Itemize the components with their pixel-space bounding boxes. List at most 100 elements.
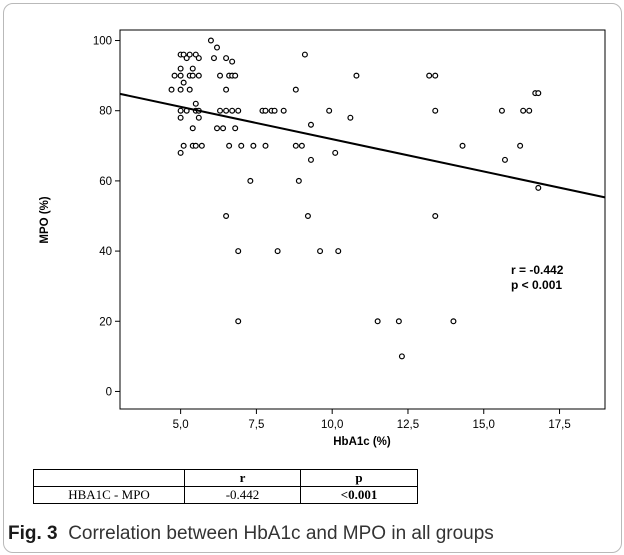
data-point xyxy=(535,184,542,191)
data-point xyxy=(177,65,184,72)
correlation-table: r p HBA1C - MPO -0.442 <0.001 xyxy=(33,469,418,504)
data-point xyxy=(220,125,227,132)
data-point xyxy=(192,142,199,149)
data-point xyxy=(498,107,505,114)
data-point xyxy=(292,142,299,149)
data-point xyxy=(210,55,217,62)
data-point xyxy=(238,142,245,149)
correlation-p-label: p < 0.001 xyxy=(511,278,562,292)
data-point xyxy=(432,212,439,219)
data-point xyxy=(307,121,314,128)
caption-text: Correlation between HbA1c and MPO in all… xyxy=(68,523,494,544)
data-point xyxy=(189,65,196,72)
data-point xyxy=(450,318,457,325)
table-row: HBA1C - MPO -0.442 <0.001 xyxy=(33,486,418,504)
x-tick-label: 15,0 xyxy=(473,419,495,431)
data-point xyxy=(295,177,302,184)
correlation-r-label: r = -0.442 xyxy=(511,263,564,277)
y-axis-title: MPO (%) xyxy=(39,196,51,243)
data-point xyxy=(347,114,354,121)
x-tick-label: 10,0 xyxy=(321,419,343,431)
data-point xyxy=(186,51,193,58)
data-point xyxy=(229,58,236,65)
figure-caption: Fig. 3 Correlation between HbA1c and MPO… xyxy=(8,523,494,545)
data-point xyxy=(250,142,257,149)
data-point xyxy=(223,86,230,93)
y-tick-label: 80 xyxy=(99,106,112,118)
data-point xyxy=(459,142,466,149)
data-point xyxy=(177,107,184,114)
data-point xyxy=(526,107,533,114)
data-point xyxy=(332,149,339,156)
data-point xyxy=(262,142,269,149)
data-point xyxy=(217,72,224,79)
x-axis-title: HbA1c (%) xyxy=(333,436,391,448)
y-tick-label: 100 xyxy=(93,36,112,48)
data-point xyxy=(177,86,184,93)
data-point xyxy=(195,55,202,62)
data-point xyxy=(232,72,239,79)
x-tick-label: 7,5 xyxy=(248,419,264,431)
data-point xyxy=(317,248,324,255)
data-point xyxy=(192,100,199,107)
table-header-cell xyxy=(33,469,185,487)
data-point xyxy=(232,125,239,132)
data-point xyxy=(395,318,402,325)
data-point xyxy=(235,107,242,114)
data-point xyxy=(214,44,221,51)
data-point xyxy=(229,107,236,114)
data-point xyxy=(207,37,214,44)
y-tick-label: 0 xyxy=(106,386,112,398)
data-point xyxy=(189,72,196,79)
data-point xyxy=(262,107,269,114)
data-point xyxy=(226,142,233,149)
data-point xyxy=(353,72,360,79)
table-header-row: r p xyxy=(33,469,418,487)
data-point xyxy=(223,212,230,219)
data-point xyxy=(189,125,196,132)
data-point xyxy=(426,72,433,79)
scatter-chart: 5,0 7,5 10,0 12,5 15,0 17,5 0 20 40 60 80 100 HbA1… xyxy=(39,29,606,448)
data-point xyxy=(432,107,439,114)
data-point xyxy=(271,107,278,114)
table-cell-p: <0.001 xyxy=(300,486,418,504)
data-point xyxy=(177,72,184,79)
data-point xyxy=(298,142,305,149)
caption-label: Fig. 3 xyxy=(8,523,58,544)
data-point xyxy=(432,72,439,79)
data-point xyxy=(171,72,178,79)
data-point xyxy=(195,114,202,121)
y-tick-label: 20 xyxy=(99,316,112,328)
data-point xyxy=(274,248,281,255)
table-cell-r: -0.442 xyxy=(184,486,301,504)
table-header-cell: r xyxy=(184,469,301,487)
data-point xyxy=(304,212,311,219)
data-point xyxy=(292,86,299,93)
data-point xyxy=(517,142,524,149)
data-point xyxy=(223,107,230,114)
data-point xyxy=(520,107,527,114)
data-point xyxy=(198,142,205,149)
y-tick-label: 40 xyxy=(99,246,112,258)
regression-line xyxy=(119,92,606,199)
data-point xyxy=(398,353,405,360)
data-point xyxy=(247,177,254,184)
data-point xyxy=(535,90,542,97)
plot-area xyxy=(119,29,606,410)
x-tick-label: 5,0 xyxy=(173,419,189,431)
data-point xyxy=(214,125,221,132)
data-point xyxy=(326,107,333,114)
x-tick-label: 12,5 xyxy=(397,419,419,431)
y-tick-label: 60 xyxy=(99,176,112,188)
y-axis: 0 20 40 60 80 100 xyxy=(93,36,120,398)
data-point xyxy=(168,86,175,93)
data-point xyxy=(217,107,224,114)
data-point xyxy=(235,248,242,255)
x-axis: 5,0 7,5 10,0 12,5 15,0 17,5 xyxy=(173,409,571,431)
data-point xyxy=(177,149,184,156)
data-point xyxy=(186,86,193,93)
data-point xyxy=(195,72,202,79)
data-point xyxy=(374,318,381,325)
data-point xyxy=(177,114,184,121)
data-point xyxy=(280,107,287,114)
